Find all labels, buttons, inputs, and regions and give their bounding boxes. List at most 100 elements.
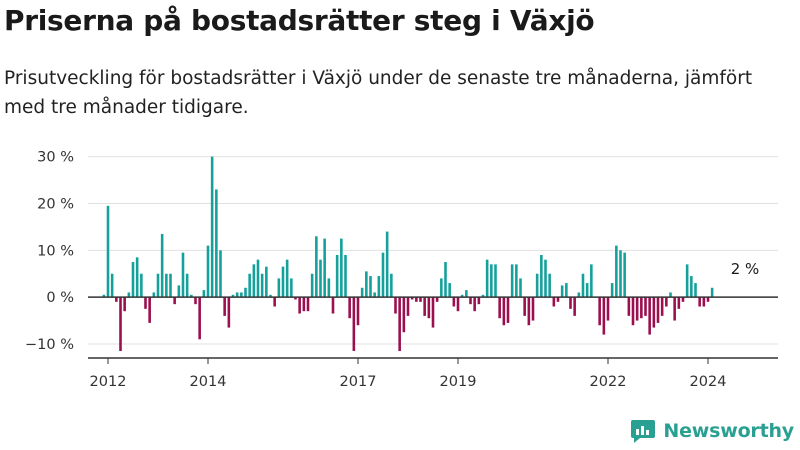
bar	[123, 297, 126, 312]
bar	[348, 297, 351, 319]
bar	[498, 297, 501, 319]
bar	[402, 297, 406, 333]
brand-name: Newsworthy	[663, 420, 794, 442]
bar	[231, 294, 235, 298]
bar	[198, 297, 201, 340]
bar	[102, 294, 106, 298]
bar	[490, 264, 493, 298]
bar	[344, 255, 347, 298]
bar	[669, 292, 672, 298]
bar	[281, 266, 285, 298]
bar	[127, 292, 131, 298]
bar	[415, 297, 418, 302]
y-tick-label: 10 %	[37, 243, 74, 259]
bar	[515, 264, 518, 298]
bar	[356, 297, 360, 326]
bar	[306, 297, 310, 312]
bar	[423, 297, 426, 316]
bar	[602, 297, 606, 335]
bar	[477, 297, 481, 305]
bar	[431, 297, 435, 328]
bar	[615, 245, 618, 298]
bar	[581, 273, 585, 298]
bar	[565, 283, 568, 298]
bar	[290, 278, 293, 298]
bar	[573, 297, 576, 316]
x-tick-label: 2022	[590, 374, 627, 390]
bar	[619, 250, 622, 298]
bar	[194, 297, 197, 305]
bar	[181, 252, 185, 298]
bar	[623, 252, 626, 298]
bar	[390, 273, 393, 298]
bar	[452, 297, 456, 307]
bar	[323, 238, 326, 298]
bar	[302, 297, 306, 312]
bar	[627, 297, 631, 316]
grid-lines	[88, 156, 778, 345]
bar	[560, 285, 564, 298]
bar	[652, 297, 656, 328]
x-axis-ticks: 2012 2014 2017 2019 2022 2024	[90, 358, 726, 390]
bar	[419, 297, 422, 302]
newsworthy-brand: Newsworthy	[630, 418, 794, 444]
bar	[502, 297, 506, 326]
bar	[135, 257, 139, 298]
bar	[310, 273, 314, 298]
bar	[690, 276, 693, 298]
bar	[335, 255, 339, 298]
bar	[169, 273, 172, 298]
bar	[698, 297, 701, 307]
bar	[377, 276, 381, 298]
bar	[552, 297, 556, 307]
bar	[156, 273, 160, 298]
bar	[656, 297, 660, 323]
x-tick-label: 2014	[190, 374, 227, 390]
bar	[635, 297, 639, 321]
bar	[277, 278, 281, 298]
bar	[540, 255, 543, 298]
bar	[598, 297, 601, 326]
bar	[115, 297, 118, 302]
bar	[327, 278, 331, 298]
bar	[710, 287, 714, 298]
bar	[606, 297, 610, 321]
bar	[590, 264, 593, 298]
bar	[702, 297, 706, 307]
bar	[285, 259, 289, 298]
bar	[381, 252, 385, 298]
bar	[535, 273, 539, 298]
bar	[331, 297, 335, 314]
bar	[673, 297, 676, 321]
bar	[665, 297, 668, 307]
bar	[585, 283, 589, 298]
bar	[527, 297, 531, 326]
bar	[394, 297, 397, 314]
y-tick-label: 30 %	[37, 150, 74, 166]
bar	[610, 283, 614, 298]
bar	[544, 259, 547, 298]
bar	[398, 297, 401, 351]
bar	[360, 287, 364, 298]
bar	[165, 273, 168, 298]
bar	[173, 297, 176, 305]
bar	[577, 292, 581, 298]
bar	[456, 297, 460, 312]
bar	[244, 287, 247, 298]
bar	[248, 273, 251, 298]
bar	[210, 156, 214, 298]
bar	[469, 297, 472, 305]
bar	[406, 297, 410, 316]
bar	[660, 297, 664, 316]
bar	[256, 259, 260, 298]
bar	[252, 264, 256, 298]
bar	[410, 297, 414, 300]
bar	[294, 297, 297, 300]
bar	[298, 297, 301, 314]
bar	[190, 294, 193, 298]
bar	[677, 297, 681, 309]
bar	[273, 297, 276, 307]
y-axis-tick-labels: −10 % 0 % 10 % 20 % 30 %	[25, 150, 74, 353]
bar	[510, 264, 514, 298]
